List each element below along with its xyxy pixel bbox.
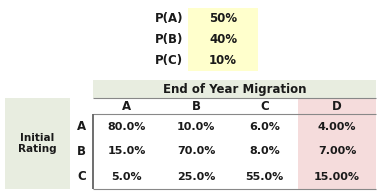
- Bar: [298, 139, 376, 164]
- Text: C: C: [260, 100, 269, 113]
- Text: P(A): P(A): [155, 12, 183, 25]
- Text: A: A: [122, 100, 131, 113]
- Text: End of Year Migration: End of Year Migration: [163, 82, 306, 96]
- Text: 40%: 40%: [209, 33, 237, 46]
- Text: 15.00%: 15.00%: [314, 172, 360, 181]
- Bar: [93, 80, 376, 98]
- Bar: [188, 8, 258, 71]
- Bar: [298, 98, 376, 114]
- Text: 4.00%: 4.00%: [318, 122, 356, 131]
- Text: Initial
Rating: Initial Rating: [18, 133, 57, 154]
- Text: 15.0%: 15.0%: [108, 146, 146, 157]
- Text: B: B: [192, 100, 201, 113]
- Text: 6.0%: 6.0%: [249, 122, 280, 131]
- Text: 10%: 10%: [209, 54, 237, 67]
- Text: 7.00%: 7.00%: [318, 146, 356, 157]
- Bar: [5, 98, 70, 189]
- Text: C: C: [77, 170, 86, 183]
- Text: D: D: [332, 100, 342, 113]
- Text: 10.0%: 10.0%: [177, 122, 215, 131]
- Text: 80.0%: 80.0%: [108, 122, 146, 131]
- Text: 55.0%: 55.0%: [245, 172, 283, 181]
- Text: 25.0%: 25.0%: [177, 172, 215, 181]
- Text: 70.0%: 70.0%: [177, 146, 215, 157]
- Bar: [298, 164, 376, 189]
- Text: A: A: [77, 120, 86, 133]
- Text: B: B: [77, 145, 86, 158]
- Text: 5.0%: 5.0%: [112, 172, 142, 181]
- Bar: [298, 114, 376, 139]
- Text: 8.0%: 8.0%: [249, 146, 280, 157]
- Text: 50%: 50%: [209, 12, 237, 25]
- Text: P(B): P(B): [155, 33, 183, 46]
- Text: P(C): P(C): [155, 54, 183, 67]
